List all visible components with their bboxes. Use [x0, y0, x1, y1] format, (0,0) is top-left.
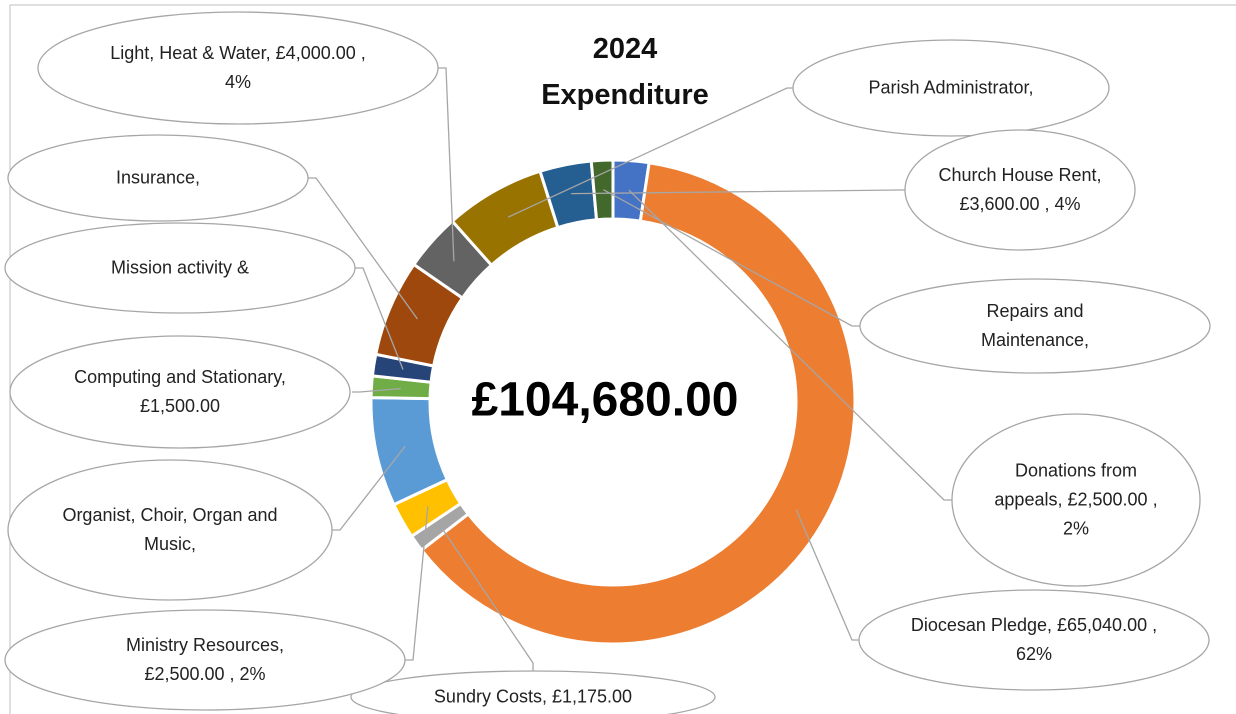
category-label: Parish Administrator, [868, 77, 1034, 98]
data-label: Church House Rent, £3,600.00 , 4% [935, 161, 1105, 219]
leader-line [795, 509, 860, 641]
leader-line [332, 445, 406, 531]
label-bubble [350, 670, 716, 714]
category-label: Organist, Choir, Organ and Music, [62, 505, 278, 554]
leader-line [355, 267, 404, 370]
data-label: Computing and Stationary, £1,500.00 [60, 363, 300, 421]
value-label: £1,500.00 [139, 396, 221, 416]
label-bubble [858, 589, 1210, 691]
leader-lines [308, 67, 952, 671]
data-label: Parish Administrator, [851, 74, 1051, 103]
value-label: £1,175.00 [551, 686, 633, 707]
center-label: £104,680.00 [471, 373, 739, 427]
leader-line [507, 87, 795, 218]
category-label: Repairs and Maintenance, [980, 301, 1090, 350]
data-label: Diocesan Pledge, £65,040.00 , 62% [904, 611, 1164, 669]
category-label: Insurance, [115, 167, 201, 188]
leader-line [439, 525, 534, 671]
category-label: Donations from appeals, [994, 460, 1138, 510]
category-label: Sundry Costs, [433, 686, 547, 707]
category-label: Light, Heat & Water, [110, 43, 271, 63]
leader-line [308, 177, 418, 320]
category-label: Diocesan Pledge, [910, 615, 1052, 635]
label-bubble [9, 335, 351, 449]
label-bubble [4, 609, 406, 711]
leader-line [438, 67, 455, 262]
donut-slice [589, 158, 615, 222]
data-label: Light, Heat & Water, £4,000.00 , 4% [108, 39, 368, 97]
label-bubble [792, 39, 1110, 137]
label-bubble [7, 459, 333, 601]
data-label: Mission activity & [40, 254, 320, 283]
leader-line [603, 189, 860, 327]
value-label: £65,040.00 , 62% [1015, 615, 1158, 664]
data-label: Ministry Resources, £2,500.00 , 2% [85, 631, 325, 689]
leader-line [352, 387, 401, 393]
data-label: Insurance, [38, 164, 278, 193]
label-bubble [4, 222, 356, 314]
leader-line [405, 506, 429, 661]
data-label: Organist, Choir, Organ and Music, [60, 501, 280, 559]
leader-line [571, 189, 906, 195]
data-label: Donations from appeals, £2,500.00 , 2% [981, 457, 1171, 544]
value-label: £4,000.00 , 4% [224, 43, 366, 92]
value-label: £3,600.00 , 4% [959, 194, 1081, 214]
data-label: Sundry Costs, £1,175.00 [373, 683, 693, 712]
label-bubble [859, 278, 1211, 374]
category-label: Ministry Resources, [125, 635, 285, 655]
data-label: Repairs and Maintenance, [935, 297, 1135, 355]
category-label: Mission activity & [110, 257, 250, 278]
value-label: £2,500.00 , 2% [1062, 489, 1158, 539]
category-label: Church House Rent, [938, 165, 1102, 185]
value-label: £2,500.00 , 2% [144, 664, 266, 684]
label-bubble [37, 11, 439, 125]
donut-slice [419, 161, 857, 646]
donut [369, 158, 857, 646]
label-bubble [951, 413, 1201, 587]
chart-title: 2024 Expenditure [541, 33, 709, 111]
label-bubble [904, 129, 1136, 251]
leader-line [628, 189, 952, 501]
category-label: Computing and Stationary, [74, 367, 286, 387]
label-bubble [7, 134, 309, 222]
